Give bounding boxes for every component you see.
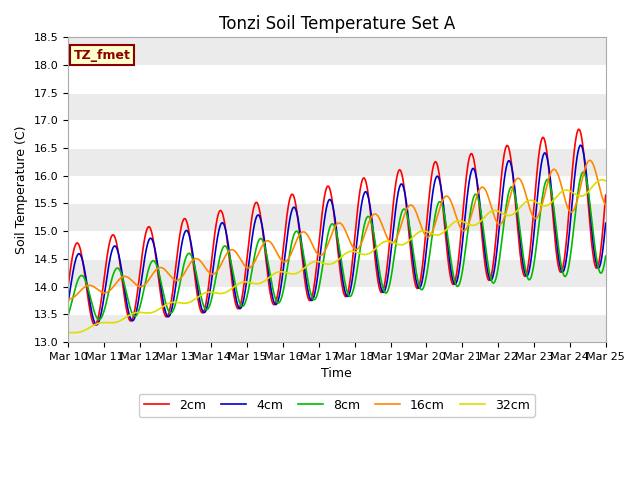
32cm [534,200,541,206]
32cm [64,330,72,336]
Title: Tonzi Soil Temperature Set A: Tonzi Soil Temperature Set A [219,15,455,33]
8cm [294,229,301,235]
4cm [125,313,133,319]
8cm [591,248,599,254]
Y-axis label: Soil Temperature (C): Soil Temperature (C) [15,125,28,254]
8cm [64,312,72,318]
32cm [602,178,609,184]
X-axis label: Time: Time [321,367,352,380]
4cm [64,300,72,306]
16cm [64,296,72,302]
32cm [125,312,133,318]
4cm [294,214,301,220]
2cm [591,264,599,269]
8cm [579,169,587,175]
4cm [591,257,599,263]
4cm [534,195,541,201]
2cm [602,192,609,198]
32cm [157,305,165,311]
32cm [598,177,606,183]
8cm [271,292,278,298]
16cm [591,168,599,174]
Line: 4cm: 4cm [68,145,605,325]
2cm [271,302,278,308]
8cm [602,253,609,259]
2cm [125,317,133,323]
16cm [271,245,278,251]
4cm [93,322,100,328]
16cm [65,296,72,302]
32cm [271,271,278,276]
4cm [577,142,584,148]
2cm [157,297,165,302]
2cm [294,215,301,220]
Line: 8cm: 8cm [68,172,605,320]
2cm [64,284,72,289]
8cm [125,303,133,309]
Legend: 2cm, 4cm, 8cm, 16cm, 32cm: 2cm, 4cm, 8cm, 16cm, 32cm [139,394,535,417]
Bar [68,93,605,120]
Bar [68,314,605,342]
Line: 2cm: 2cm [68,129,605,325]
16cm [157,265,165,271]
4cm [602,220,609,226]
32cm [294,270,301,276]
Bar [68,148,605,176]
16cm [534,214,541,220]
2cm [534,166,541,171]
Bar [68,37,605,65]
2cm [91,322,99,328]
16cm [294,235,301,241]
4cm [157,288,165,294]
16cm [602,202,609,208]
Text: TZ_fmet: TZ_fmet [74,48,131,61]
4cm [271,300,278,306]
32cm [591,180,599,186]
32cm [70,330,78,336]
Bar [68,204,605,231]
Line: 16cm: 16cm [68,160,605,299]
8cm [534,235,541,241]
2cm [575,126,583,132]
16cm [586,157,594,163]
Line: 32cm: 32cm [68,180,605,333]
8cm [95,317,103,323]
8cm [157,281,165,287]
Bar [68,259,605,287]
16cm [125,276,133,281]
